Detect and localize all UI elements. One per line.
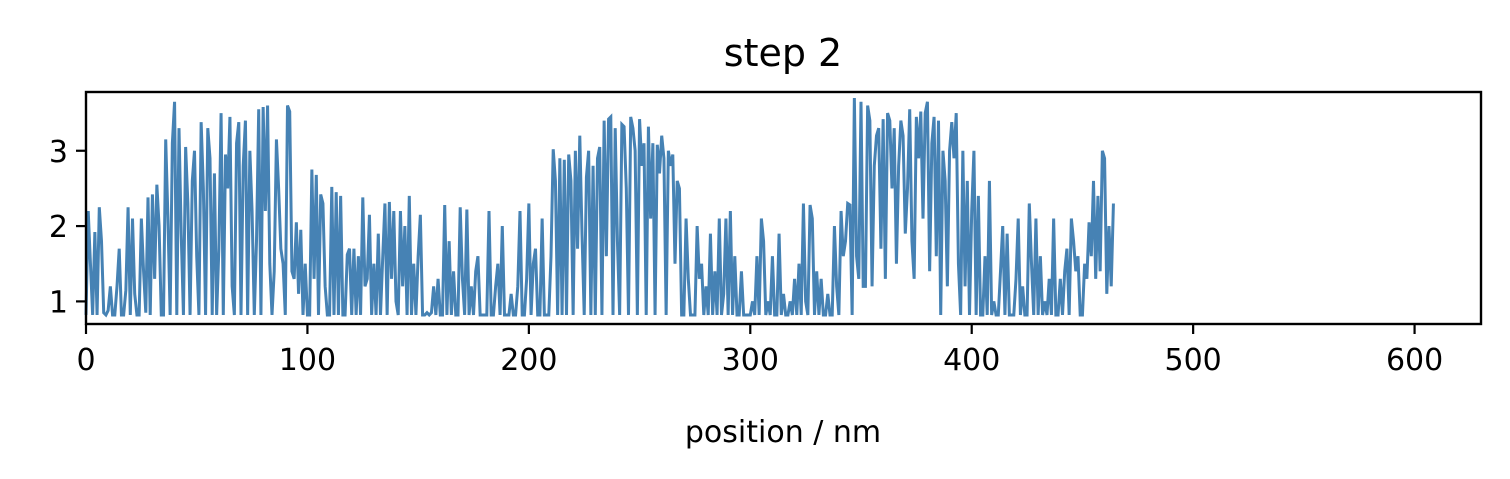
plot-area — [84, 98, 1115, 318]
y-tick-label: 1 — [49, 285, 68, 320]
series-line-0 — [84, 98, 1115, 318]
x-tick-label: 300 — [722, 343, 779, 378]
x-tick-label: 500 — [1165, 343, 1222, 378]
x-axis: 0 100 200 300 400 500 600 — [76, 324, 1443, 378]
chart-title: step 2 — [724, 31, 842, 75]
x-tick-label: 400 — [943, 343, 1000, 378]
x-tick-label: 100 — [279, 343, 336, 378]
x-tick-label: 200 — [500, 343, 557, 378]
y-tick-label: 3 — [49, 135, 68, 170]
y-axis: 1 2 3 — [49, 135, 86, 320]
x-tick-label: 0 — [76, 343, 95, 378]
plot-frame — [84, 90, 1483, 326]
y-tick-label: 2 — [49, 210, 68, 245]
x-tick-label: 600 — [1386, 343, 1443, 378]
x-axis-label: position / nm — [685, 415, 881, 450]
